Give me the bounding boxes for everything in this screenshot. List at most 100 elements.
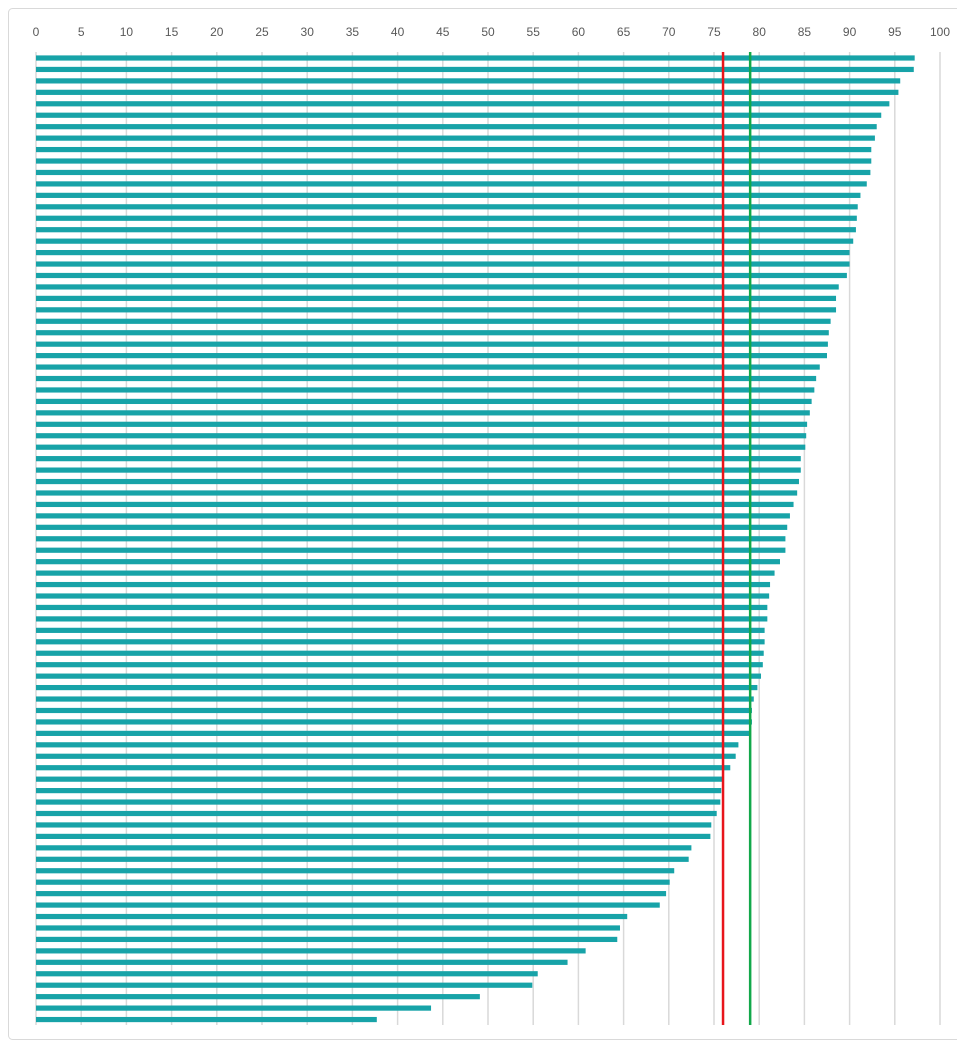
bar (36, 936, 618, 943)
bar (36, 135, 875, 141)
bar (36, 112, 882, 118)
bar (36, 421, 808, 427)
bar (36, 639, 765, 645)
bar (36, 604, 768, 611)
bar (36, 192, 861, 198)
bar (36, 55, 915, 61)
bar (36, 284, 839, 290)
bar (36, 593, 770, 599)
bar (36, 616, 768, 622)
bar (36, 684, 758, 691)
bar (36, 204, 858, 210)
bar (36, 398, 812, 405)
x-tick-label: 45 (436, 25, 450, 39)
x-tick-label: 20 (210, 25, 224, 39)
bar (36, 673, 762, 679)
bar (36, 810, 717, 817)
bar (36, 959, 568, 965)
x-tick-label: 30 (301, 25, 315, 39)
bar (36, 330, 829, 336)
bar (36, 250, 850, 256)
bar (36, 215, 857, 221)
bar (36, 696, 754, 702)
bar (36, 478, 799, 485)
bar (36, 158, 872, 164)
bar (36, 788, 722, 794)
bar (36, 66, 914, 73)
x-tick-label: 50 (481, 25, 495, 39)
bar (36, 994, 480, 1000)
bar (36, 307, 837, 313)
bar (36, 971, 538, 977)
bar (36, 1016, 377, 1023)
bar (36, 650, 764, 656)
bar (36, 913, 628, 920)
bar (36, 89, 899, 95)
bar (36, 845, 692, 851)
x-tick-label: 55 (527, 25, 541, 39)
bar (36, 822, 712, 828)
bar (36, 146, 872, 153)
x-tick-label: 85 (798, 25, 812, 39)
bar (36, 856, 689, 862)
bar (36, 730, 751, 736)
bar (36, 547, 786, 553)
bar (36, 799, 721, 805)
bar (36, 456, 801, 462)
bar (36, 776, 724, 782)
bar (36, 341, 828, 347)
bar (36, 295, 837, 301)
bar (36, 536, 786, 542)
x-tick-label: 35 (346, 25, 360, 39)
bar (36, 879, 670, 885)
bar (36, 925, 620, 931)
bar (36, 318, 831, 324)
bar (36, 1005, 432, 1011)
bar (36, 948, 586, 954)
bar (36, 513, 790, 519)
x-tick-label: 90 (843, 25, 857, 39)
bar (36, 765, 731, 771)
bar (36, 261, 850, 267)
bar (36, 570, 775, 576)
bar (36, 982, 533, 988)
x-tick-label: 0 (33, 25, 40, 39)
bar (36, 124, 877, 130)
x-tick-label: 100 (930, 25, 950, 39)
bar (36, 353, 827, 359)
x-tick-label: 40 (391, 25, 405, 39)
bar (36, 501, 794, 508)
bar (36, 444, 806, 450)
x-tick-label: 25 (255, 25, 269, 39)
bar (36, 662, 763, 668)
bar (36, 902, 660, 908)
bar (36, 78, 901, 84)
bar (36, 742, 739, 748)
bar (36, 272, 847, 279)
bar (36, 101, 890, 107)
bar (36, 375, 817, 382)
bar (36, 581, 771, 588)
bar (36, 559, 780, 565)
bar (36, 227, 856, 233)
x-tick-label: 70 (662, 25, 676, 39)
bar (36, 387, 815, 393)
bar (36, 524, 788, 530)
bar (36, 169, 871, 176)
bar (36, 238, 854, 244)
bar (36, 627, 765, 633)
x-tick-label: 15 (165, 25, 179, 39)
x-tick-label: 95 (888, 25, 902, 39)
bar (36, 364, 820, 370)
x-tick-label: 75 (707, 25, 721, 39)
bar (36, 753, 736, 759)
x-tick-label: 80 (753, 25, 767, 39)
bar (36, 490, 798, 496)
x-tick-label: 60 (572, 25, 586, 39)
x-tick-label: 10 (120, 25, 134, 39)
x-tick-label: 5 (78, 25, 85, 39)
bar (36, 891, 667, 897)
bar (36, 707, 752, 714)
x-tick-label: 65 (617, 25, 631, 39)
